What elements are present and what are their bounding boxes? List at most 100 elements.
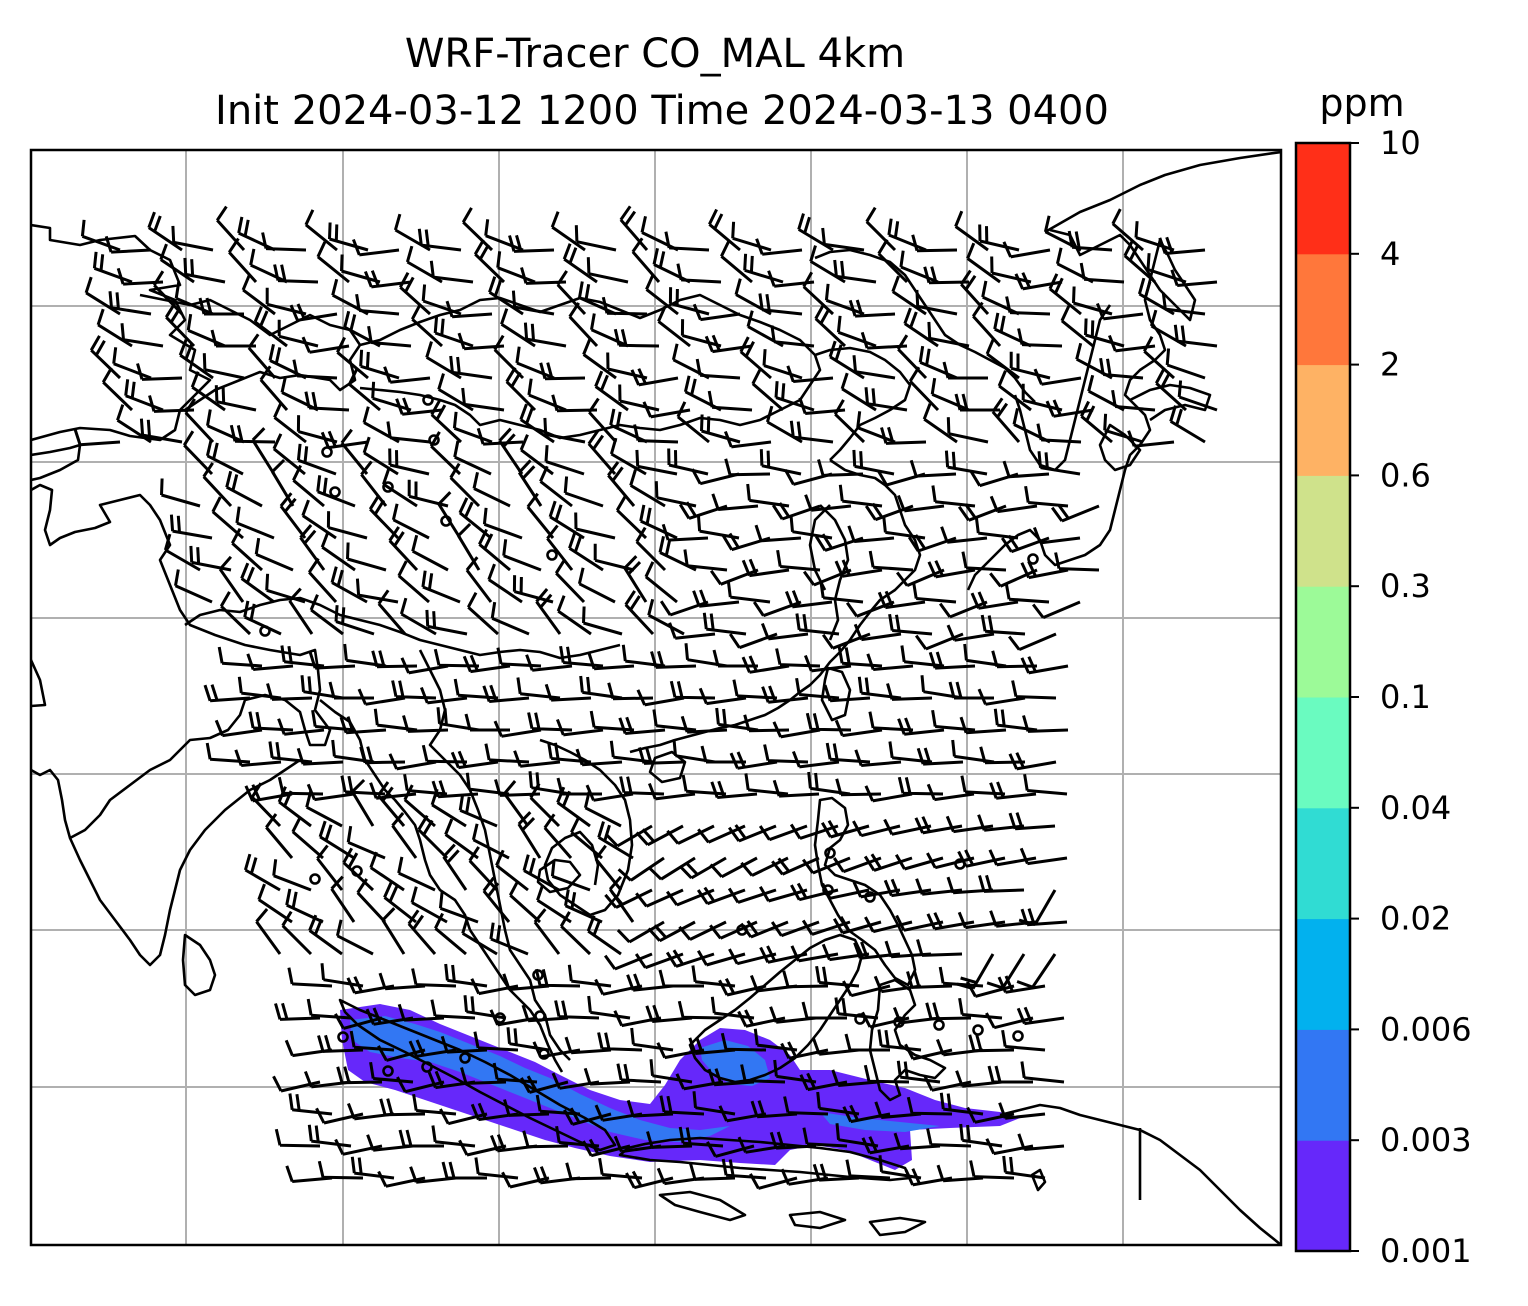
colorbar-tick-label: 0.02 — [1380, 900, 1451, 938]
wind-barb — [644, 561, 678, 604]
wind-barb — [473, 1031, 519, 1052]
wind-barb — [1024, 485, 1069, 508]
wind-barb — [178, 339, 214, 380]
wind-barb — [618, 384, 660, 412]
wind-barb — [601, 296, 648, 316]
wind-barb — [266, 683, 313, 701]
wind-barb — [959, 1123, 1003, 1148]
wind-barb — [1165, 348, 1206, 380]
map-area — [31, 150, 1281, 1245]
wind-barb — [817, 459, 864, 477]
wind-barb — [550, 211, 586, 252]
wind-barb — [625, 1170, 674, 1190]
wind-barb — [852, 820, 901, 838]
wind-barb — [484, 219, 524, 252]
wind-barb — [575, 748, 623, 767]
wind-barb — [805, 712, 852, 732]
wind-barb — [604, 824, 653, 848]
wind-barb — [989, 910, 1037, 928]
wind-barb — [1045, 399, 1094, 418]
wind-barb — [574, 512, 616, 540]
figure-title-line1: WRF-Tracer CO_MAL 4km — [405, 31, 905, 77]
coast-india-south — [68, 758, 301, 967]
wind-barb — [198, 297, 244, 316]
wind-barb — [272, 1075, 321, 1093]
wind-barb — [419, 686, 468, 705]
wind-barb — [543, 417, 586, 444]
wind-barb — [301, 336, 350, 354]
wind-barb — [513, 750, 561, 768]
wind-barb — [371, 381, 412, 412]
wind-barb — [942, 361, 988, 380]
wind-barb — [1014, 272, 1063, 291]
wind-barb — [230, 527, 264, 572]
wind-barb — [359, 349, 400, 380]
wind-barb — [292, 359, 338, 380]
wind-barb — [609, 740, 654, 764]
wind-barb — [482, 507, 523, 540]
wind-barb — [809, 245, 846, 284]
wind-barb — [698, 687, 747, 706]
wind-barb — [988, 849, 1037, 867]
wind-barb — [522, 1130, 569, 1149]
wind-barb — [400, 657, 449, 675]
wind-barb — [648, 856, 696, 881]
wind-barb — [519, 403, 555, 444]
colorbar-tick-label: 0.003 — [1380, 1121, 1472, 1159]
wind-barb — [692, 303, 741, 322]
wind-barb — [706, 1141, 755, 1158]
wind-barb — [243, 600, 282, 636]
wind-barb — [539, 362, 586, 381]
wind-barb — [1020, 1061, 1065, 1084]
wind-barb — [737, 1009, 786, 1028]
wind-barb — [457, 522, 481, 571]
wind-barb — [707, 390, 753, 412]
calm-wind-marker — [459, 1052, 471, 1064]
wind-barb — [320, 531, 356, 572]
colorbar-band — [1296, 586, 1350, 698]
wind-barb — [718, 978, 767, 997]
wind-barb — [897, 717, 945, 736]
wind-barb — [490, 601, 530, 636]
wind-barb — [563, 476, 604, 508]
wind-barb — [386, 421, 431, 444]
colorbar-band — [1296, 253, 1350, 366]
wind-barb — [704, 334, 753, 354]
wind-barb — [272, 859, 312, 892]
wind-barb — [273, 264, 319, 284]
wind-barb — [311, 709, 356, 732]
wind-barb — [840, 372, 877, 412]
wind-barb — [461, 917, 498, 956]
wind-barb — [299, 524, 326, 571]
wind-barb — [780, 1041, 829, 1060]
wind-barb — [900, 645, 945, 668]
wind-barb — [977, 814, 1025, 832]
wind-barb — [914, 816, 963, 835]
wind-barb — [903, 307, 939, 348]
wind-barb — [336, 1066, 383, 1085]
wind-barb — [834, 559, 883, 578]
wind-barb — [565, 1162, 612, 1181]
colorbar-band — [1296, 364, 1350, 476]
wind-barb — [346, 825, 386, 860]
wind-barb — [340, 254, 381, 284]
wind-barb — [1022, 715, 1069, 733]
wind-barb — [307, 557, 338, 604]
wind-barb — [1170, 269, 1218, 287]
wind-barb — [938, 966, 984, 988]
wind-barb — [741, 655, 790, 674]
wind-barb — [309, 594, 344, 636]
wind-barb — [633, 424, 679, 444]
colorbar-band — [1296, 475, 1350, 587]
wind-barb — [896, 494, 945, 513]
wind-barb — [503, 1099, 550, 1117]
wind-barb — [1036, 423, 1082, 444]
wind-barb — [700, 745, 746, 764]
wind-barb — [658, 969, 704, 988]
wind-barb — [227, 237, 258, 284]
wind-barb — [677, 1000, 724, 1020]
wind-barb — [954, 210, 989, 252]
wind-barb — [883, 878, 932, 898]
wind-barb — [578, 281, 617, 316]
calm-wind-marker — [864, 891, 876, 903]
